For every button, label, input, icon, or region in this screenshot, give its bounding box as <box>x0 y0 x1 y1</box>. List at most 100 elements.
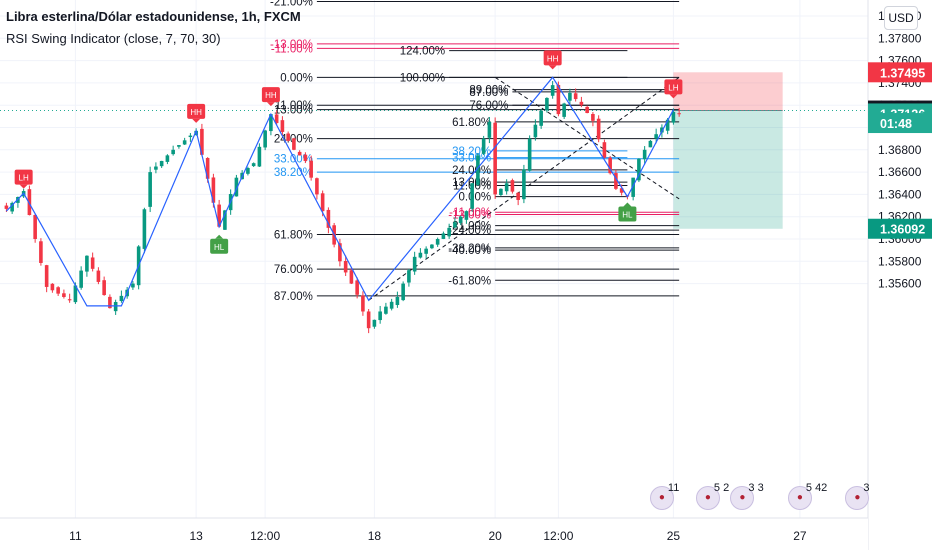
swing-label-hl: HL <box>210 234 229 254</box>
candle-body <box>343 260 348 273</box>
y-tick-label: 1.35800 <box>878 254 922 268</box>
candle-body <box>608 157 612 174</box>
candle-body <box>131 283 135 288</box>
candle-body <box>591 113 595 121</box>
candle-body <box>504 183 509 192</box>
candle-body <box>458 216 463 223</box>
candle-body <box>424 248 428 254</box>
event-count: 5 2 <box>713 482 730 494</box>
event-flag-icon[interactable]: ● <box>695 486 720 510</box>
candle-body <box>378 311 382 321</box>
candle-body <box>108 296 112 309</box>
candle-body <box>263 130 267 148</box>
swing-label-text: LH <box>19 174 29 183</box>
event-count: 3 3 <box>748 482 764 494</box>
candle-body <box>441 233 446 239</box>
candle-body <box>182 140 187 145</box>
fib-level-label: 87.00% <box>274 291 313 303</box>
price-axis: 1.380001.378001.376001.374001.372001.370… <box>867 0 932 550</box>
candle-body <box>447 227 451 237</box>
swing-label-lh: LH <box>14 169 33 189</box>
swing-label-box <box>261 87 280 103</box>
candle-body <box>62 293 66 297</box>
candle-body <box>142 209 147 249</box>
candle-body <box>171 149 175 155</box>
y-tick-label: 1.35600 <box>878 277 922 291</box>
candle-body <box>550 85 555 96</box>
fib-level-label: 13.00% <box>452 177 491 189</box>
candle-body <box>73 285 78 303</box>
x-tick-label: 11 <box>69 529 82 543</box>
candle-body <box>499 188 503 195</box>
candle-body <box>102 280 106 296</box>
x-tick-label: 27 <box>793 529 807 543</box>
candle-body <box>315 178 319 195</box>
event-flag-icon[interactable]: ● <box>649 486 674 510</box>
swing-label-box <box>664 79 683 95</box>
y-tick-label: 1.37800 <box>878 31 922 45</box>
indicator-label[interactable]: RSI Swing Indicator (close, 7, 70, 30) <box>6 31 221 46</box>
fib-level-label: 124.00% <box>400 46 445 58</box>
currency-button[interactable]: USD <box>884 6 918 30</box>
swing-label-text: HH <box>265 91 277 100</box>
fib-level-label: 87.00% <box>469 87 508 99</box>
candle-body <box>384 306 388 314</box>
candle-body <box>119 295 124 302</box>
candle-body <box>407 270 411 283</box>
candle-body <box>614 173 618 189</box>
fib-level-label: -11.00% <box>449 207 491 219</box>
fib-level-label: -21.00% <box>448 221 491 233</box>
swing-label-text: HL <box>214 243 225 252</box>
swing-label-text: HH <box>190 108 202 117</box>
swing-label-pointer <box>19 184 28 189</box>
candle-body <box>200 128 204 155</box>
swing-label-box <box>543 50 562 66</box>
candle-body <box>326 209 331 228</box>
x-tick-label: 13 <box>189 529 203 543</box>
candle-body <box>556 84 561 115</box>
candle-body <box>573 93 578 100</box>
candle-body <box>470 183 474 209</box>
candle-body <box>211 177 216 203</box>
dashed-fib-trendline <box>494 76 680 200</box>
candle-body <box>274 114 279 124</box>
swing-label-box <box>210 238 229 254</box>
candle-body <box>10 202 14 212</box>
candle-body <box>389 301 394 309</box>
candle-body <box>596 118 601 140</box>
candle-body <box>562 103 566 117</box>
candle-body <box>487 121 492 138</box>
fib-level-label: -13.00% <box>270 39 313 51</box>
event-flag-icon[interactable]: ● <box>787 486 812 510</box>
candle-body <box>303 154 308 161</box>
fib-level-label: 38.20% <box>274 167 313 179</box>
swing-label-box <box>14 169 33 185</box>
price-badge-label: 1.37495 <box>880 66 925 80</box>
price-badge-label: 01:48 <box>880 117 912 131</box>
fib-level-label: 33.00% <box>274 154 313 166</box>
candle-body <box>372 319 377 327</box>
candle-body <box>234 177 239 197</box>
candle-body <box>366 311 371 329</box>
candle-body <box>648 140 653 148</box>
swing-label-hh: HH <box>543 50 562 70</box>
candle-body <box>44 265 49 287</box>
price-badge <box>868 113 932 134</box>
y-tick-label: 1.36800 <box>878 143 922 157</box>
candle-body <box>39 241 43 263</box>
position-stop-zone <box>673 110 783 229</box>
swing-zigzag-line <box>5 76 674 307</box>
candle-body <box>148 172 152 207</box>
x-tick-label: 12:00 <box>543 529 573 543</box>
event-flag-icon[interactable]: ● <box>845 486 870 510</box>
fib-level-label: 89.00% <box>469 85 508 97</box>
event-flag-icon[interactable]: ● <box>730 486 755 510</box>
fib-level-label: -40.00% <box>448 245 491 257</box>
chart-title: Libra esterlina/Dólar estadounidense, 1h… <box>6 9 301 24</box>
swing-label-pointer <box>192 118 201 123</box>
candle-body <box>527 138 532 171</box>
swing-label-pointer <box>266 102 275 107</box>
candle-body <box>27 189 32 216</box>
